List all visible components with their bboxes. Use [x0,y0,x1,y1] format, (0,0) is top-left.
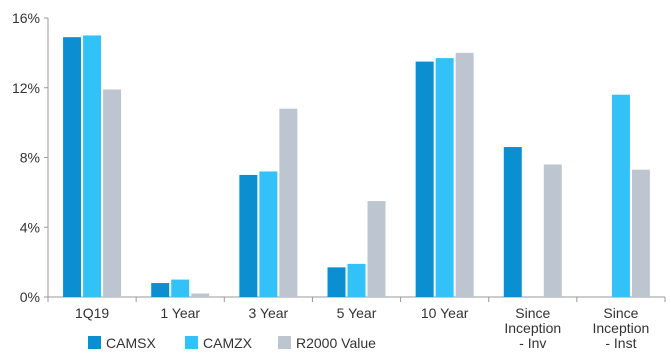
chart-axes: 0% 4% 8% 12% 16% [12,10,666,305]
category-label-line: Inception [593,320,650,336]
legend-label: CAMSX [106,335,156,351]
y-tick-label: 8% [20,150,40,166]
bar-camzx [347,263,366,297]
bar-r2000-value [543,164,562,297]
bar-r2000-value [367,201,386,297]
category-label-line: 3 Year [248,305,288,321]
y-tick-label: 12% [12,80,40,96]
legend-swatch [88,336,101,349]
legend: CAMSX CAMZX R2000 Value [88,335,376,351]
chart-bars [63,35,650,298]
category-label: Since Inception - Inv [504,305,561,351]
bar-camzx [611,94,630,297]
bar-r2000-value [191,293,210,297]
category-label-line: 10 Year [421,305,469,321]
category-label: 10 Year [421,305,469,321]
category-label-line: 5 Year [337,305,377,321]
category-label: 1Q19 [75,305,109,321]
bar-camsx [415,61,434,297]
legend-swatch [185,336,198,349]
legend-label: R2000 Value [296,335,376,351]
bar-r2000-value [279,108,298,297]
bar-camsx [503,147,522,297]
category-label-line: 1 Year [160,305,200,321]
bar-camzx [171,279,190,297]
y-tick-label: 4% [20,219,40,235]
category-label: 5 Year [337,305,377,321]
y-tick-label: 16% [12,10,40,26]
category-label-line: - Inv [519,335,546,351]
legend-swatch [278,336,291,349]
category-label-line: - Inst [605,335,636,351]
bar-camzx [259,171,278,297]
category-label-line: 1Q19 [75,305,109,321]
bar-r2000-value [103,89,122,298]
category-label: Since Inception - Inst [593,305,650,351]
bar-r2000-value [455,52,474,297]
y-tick-label: 0% [20,289,40,305]
bar-camzx [83,35,102,297]
category-label-line: Since [515,305,550,321]
bar-camsx [63,37,82,298]
category-labels: 1Q19 1 Year 3 Year 5 Year 10 Year Since Incept… [75,305,649,351]
bar-camzx [435,58,454,298]
category-label: 1 Year [160,305,200,321]
bar-camsx [327,267,346,297]
bar-r2000-value [631,169,650,297]
legend-label: CAMZX [203,335,253,351]
category-label-line: Inception [504,320,561,336]
category-label-line: Since [603,305,638,321]
bar-camsx [239,174,258,297]
bar-camsx [151,283,170,297]
category-label: 3 Year [248,305,288,321]
